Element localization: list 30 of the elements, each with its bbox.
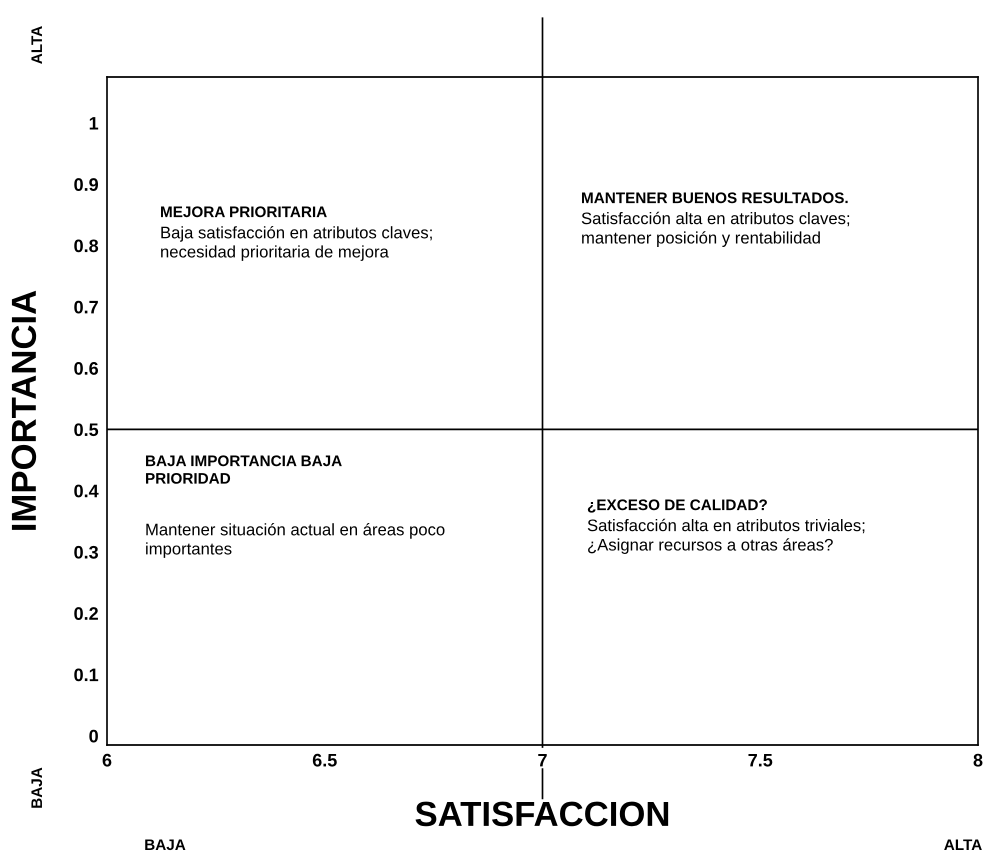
text: BAJA xyxy=(145,839,186,850)
x-tick-label: 6 xyxy=(102,754,112,767)
annotation: BAJA IMPORTANCIA BAJA PRIORIDAD xyxy=(146,455,342,484)
annotation: Satisfacción alta en atributos triviales; ¿Asignar recursos a otras áreas? xyxy=(588,518,864,554)
y-tick-label: 0.5 xyxy=(74,423,98,436)
y-tick-label: 0.3 xyxy=(74,546,98,559)
annotation: Mantener situación actual en áreas poco importantes xyxy=(146,523,444,558)
x-tick-label: 7.5 xyxy=(748,754,772,767)
text: BAJA xyxy=(31,768,42,808)
x-tick-label: 8 xyxy=(974,754,982,767)
x-tick-label: 6.5 xyxy=(312,754,337,767)
annotation: MANTENER BUENOS RESULTADOS. xyxy=(582,192,848,204)
y-axis-title: IMPORTANCIA xyxy=(12,290,36,530)
annotation: Baja satisfacción en atributos claves; necesidad prioritaria de mejora xyxy=(161,226,432,261)
text: ALTA xyxy=(31,26,42,64)
y-tick-label: 0.7 xyxy=(74,300,98,314)
y-tick-label: 0.2 xyxy=(74,607,98,620)
text: ALTA xyxy=(944,839,982,850)
annotation: ¿EXCESO DE CALIDAD? xyxy=(588,499,767,513)
y-tick-label: 0.1 xyxy=(74,668,98,682)
y-tick-label: 0.6 xyxy=(74,362,98,375)
annotation: MEJORA PRIORITARIA xyxy=(161,206,327,218)
y-tick-label: 0 xyxy=(89,730,98,743)
x-tick-label: 7 xyxy=(538,754,547,766)
x-axis-title: SATISFACCION xyxy=(416,802,668,826)
y-tick-label: 1 xyxy=(90,117,98,130)
y-tick-label: 0.4 xyxy=(74,484,99,498)
annotation: Satisfacción alta en atributos claves; mantener posición y rentabilidad xyxy=(582,212,850,247)
y-tick-label: 0.9 xyxy=(74,178,98,191)
y-tick-label: 0.8 xyxy=(74,239,98,252)
